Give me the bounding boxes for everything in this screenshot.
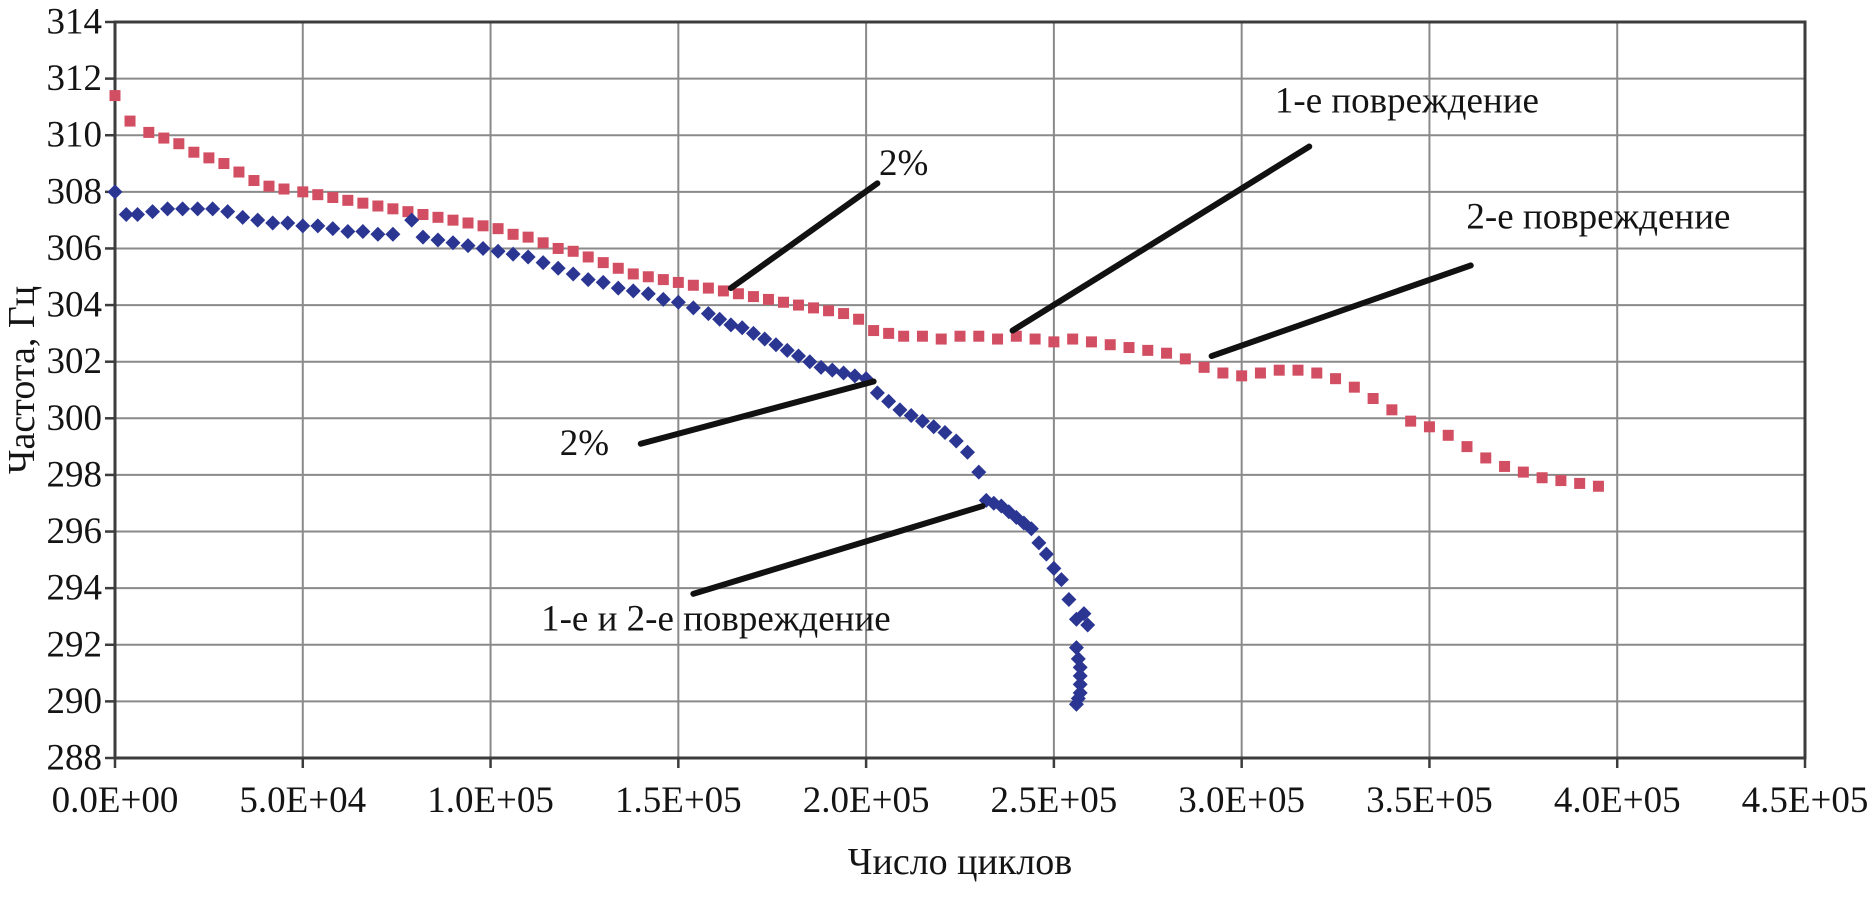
- y-tick-label: 288: [47, 738, 103, 779]
- x-tick-label: 2.5E+05: [991, 780, 1118, 821]
- annotations: 2% 1-е повреждение 2-е повреждение 2% 1-е и …: [541, 81, 1730, 640]
- annotation-label: 1-е повреждение: [1275, 81, 1539, 122]
- y-axis-title: Частота, Гц: [1, 286, 43, 474]
- y-tick-label: 294: [47, 568, 103, 609]
- y-tick-label: 312: [47, 58, 103, 99]
- y-tick-label: 314: [47, 2, 103, 43]
- red_squares-series: [109, 90, 1604, 492]
- y-tick-label: 298: [47, 454, 103, 495]
- annotation-label: 2%: [560, 423, 609, 464]
- y-tick-label: 308: [47, 171, 103, 212]
- annotation-line: [1208, 262, 1474, 360]
- x-tick-label: 0.0E+00: [52, 780, 179, 821]
- annotation-line: [1009, 143, 1313, 334]
- blue_diamonds-series: [107, 184, 1096, 712]
- x-tick-label: 3.0E+05: [1178, 780, 1305, 821]
- annotation-label: 2-е повреждение: [1466, 197, 1730, 238]
- y-tick-label: 292: [47, 624, 103, 665]
- y-tick-label: 302: [47, 341, 103, 382]
- y-tick-label: 310: [47, 115, 103, 156]
- annotation-label: 1-е и 2-е повреждение: [541, 599, 891, 640]
- x-tick-label: 5.0E+04: [239, 780, 366, 821]
- annotation-label: 2%: [879, 143, 928, 184]
- x-tick-label: 4.5E+05: [1742, 780, 1869, 821]
- x-tick-label: 1.5E+05: [615, 780, 742, 821]
- annotation-line: [690, 503, 986, 597]
- y-tick-label: 306: [47, 228, 103, 269]
- y-tick-label: 290: [47, 681, 103, 722]
- axis-tick-labels: 0.0E+00 5.0E+04 1.0E+05 1.5E+05 2.0E+05 2.5E+…: [47, 2, 1869, 822]
- annotation-line: [637, 378, 877, 447]
- y-tick-label: 300: [47, 398, 103, 439]
- x-axis-title: Число циклов: [848, 841, 1072, 883]
- x-tick-label: 4.0E+05: [1554, 780, 1681, 821]
- annotation-line: [727, 180, 881, 292]
- x-tick-label: 3.5E+05: [1366, 780, 1493, 821]
- x-tick-label: 2.0E+05: [803, 780, 930, 821]
- y-tick-label: 296: [47, 511, 103, 552]
- y-tick-label: 304: [47, 285, 103, 326]
- plot-border: [113, 20, 1807, 760]
- x-tick-label: 1.0E+05: [427, 780, 554, 821]
